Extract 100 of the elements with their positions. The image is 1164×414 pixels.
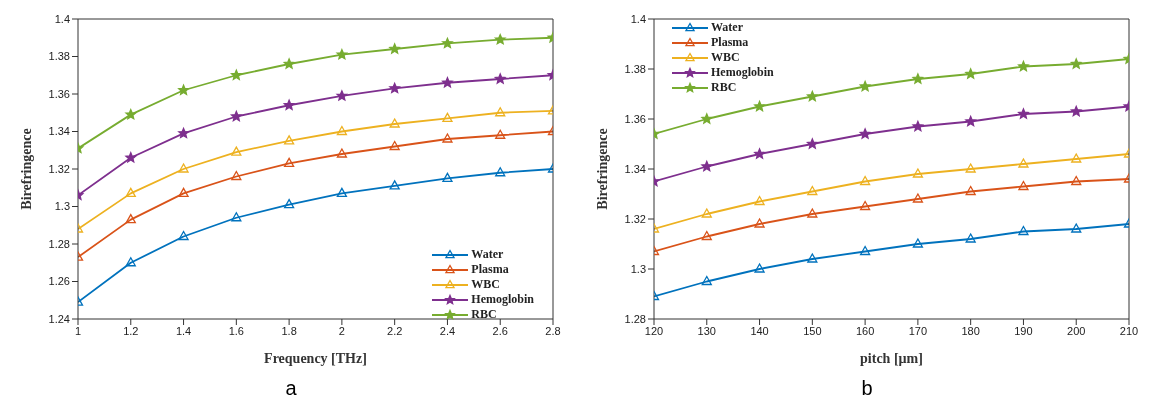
point (125, 108, 137, 120)
point (125, 257, 136, 267)
x-tick-label: 1.2 (123, 324, 139, 337)
point (807, 185, 818, 196)
x-tick-label: 150 (803, 324, 822, 337)
point (965, 185, 976, 196)
x-tick-label: 180 (961, 324, 980, 337)
legend-label: Hemoglobin (711, 65, 774, 80)
legend-label: WBC (471, 277, 500, 292)
point (859, 128, 871, 139)
point (125, 152, 137, 163)
legend-label: Plasma (711, 35, 749, 50)
point (912, 120, 924, 132)
text: a (284, 377, 298, 400)
x-tick-label: 190 (1014, 324, 1033, 337)
point (1018, 180, 1029, 191)
point (1071, 153, 1082, 163)
point (442, 133, 453, 143)
x-tick-label: 130 (697, 324, 716, 337)
point (754, 148, 765, 159)
point (859, 80, 871, 92)
point (701, 160, 713, 172)
y-tick-label: 1.32 (48, 162, 70, 175)
point (701, 208, 712, 218)
y-tick-label: 1.28 (624, 312, 646, 325)
point (178, 230, 189, 241)
point (859, 200, 871, 211)
point (494, 73, 506, 84)
y-tick-label: 1.4 (630, 12, 646, 25)
y-tick-label: 1.34 (624, 162, 646, 175)
point (806, 90, 818, 102)
point (754, 218, 765, 228)
point (178, 163, 189, 173)
point (806, 138, 818, 149)
point (912, 238, 924, 248)
point (336, 90, 348, 101)
x-tick-label: 2.4 (439, 324, 456, 337)
point (859, 175, 871, 186)
point (283, 99, 295, 110)
point (1018, 158, 1029, 168)
point (859, 245, 871, 256)
x-tick-label: 2.8 (545, 324, 561, 337)
point (283, 58, 295, 69)
point (754, 263, 765, 273)
point (389, 118, 400, 128)
x-tick-label: 170 (908, 324, 928, 337)
y-tick-label: 1.32 (624, 212, 646, 225)
y-tick-label: 1.3 (630, 262, 646, 275)
point (389, 140, 400, 151)
point (1018, 108, 1029, 119)
point (912, 193, 924, 203)
point (389, 43, 401, 54)
point (1070, 105, 1082, 117)
point (701, 113, 713, 124)
point (1071, 223, 1082, 233)
x-tick-label: 1.4 (175, 324, 192, 337)
legend-label: Water (711, 20, 743, 35)
point (965, 233, 976, 243)
y-tick-label: 1.36 (624, 112, 646, 125)
point (125, 187, 136, 198)
point (442, 112, 453, 123)
point (495, 167, 506, 177)
x-tick-label: 210 (1119, 324, 1139, 337)
point (912, 73, 924, 84)
x-tick-label: 200 (1067, 324, 1086, 337)
y-tick-label: 1.24 (48, 312, 70, 325)
point (283, 135, 295, 145)
x-tick-label: 2.6 (492, 324, 508, 337)
point (442, 77, 453, 88)
x-axis-title: Frequency [THz] (264, 351, 367, 366)
point (701, 230, 712, 241)
point (495, 107, 506, 117)
point (125, 213, 136, 224)
point (495, 129, 506, 139)
point (912, 168, 924, 178)
x-tick-label: 1 (74, 324, 82, 337)
x-tick-label: 160 (855, 324, 875, 337)
y-tick-label: 1.38 (624, 62, 646, 75)
point (178, 84, 189, 95)
y-tick-label: 1.26 (48, 275, 70, 288)
x-tick-label: 140 (750, 324, 769, 337)
point (442, 37, 453, 49)
point (231, 212, 242, 222)
x-axis-title: pitch [µm] (860, 351, 923, 366)
legend-label: RBC (711, 80, 737, 95)
legend-label: RBC (471, 307, 497, 322)
point (336, 148, 348, 158)
point (965, 115, 977, 127)
point (230, 69, 242, 80)
point (1070, 58, 1082, 69)
legend-label: WBC (711, 50, 740, 65)
y-tick-label: 1.36 (48, 87, 70, 100)
point (754, 100, 765, 112)
point (1018, 225, 1029, 236)
point (230, 110, 242, 122)
x-tick-label: 120 (644, 324, 664, 337)
y-axis-title: Birefringence (594, 128, 610, 210)
point (442, 172, 453, 183)
y-tick-label: 1.28 (48, 237, 70, 250)
y-tick-label: 1.4 (54, 12, 70, 25)
